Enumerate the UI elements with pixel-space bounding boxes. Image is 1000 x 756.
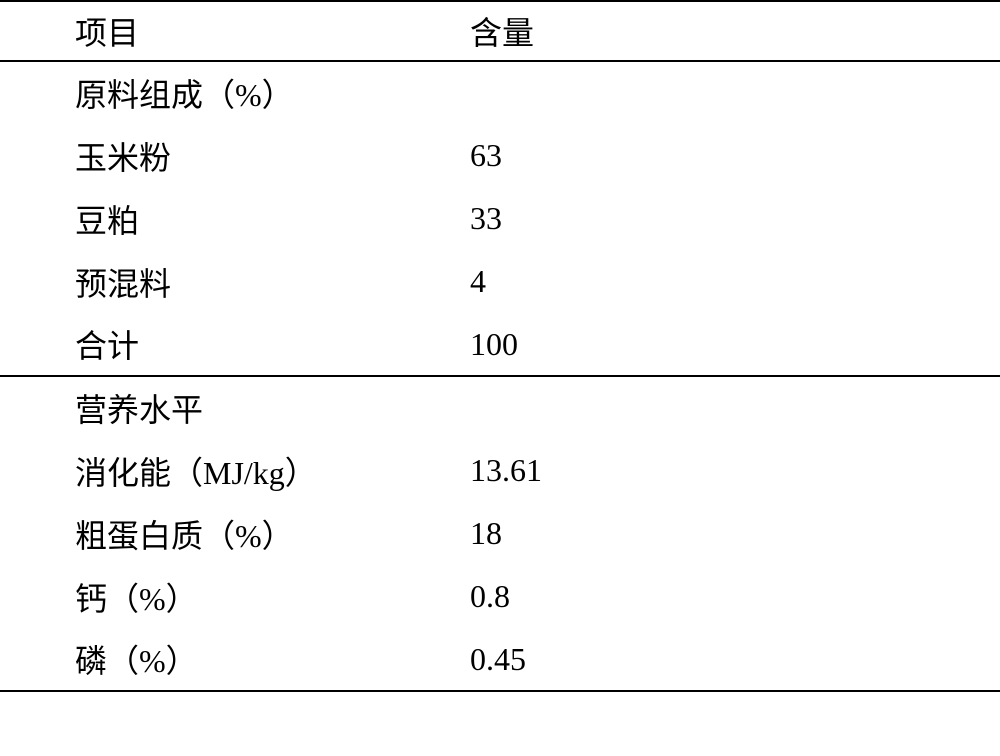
table-row: 消化能（MJ/kg） 13.61 [0,439,1000,502]
empty-cell [470,376,1000,439]
table-row: 粗蛋白质（%） 18 [0,502,1000,565]
column-header-value: 含量 [470,1,1000,61]
row-item: 磷（%） [0,628,470,691]
section-header-row: 营养水平 [0,376,1000,439]
row-value: 100 [470,313,1000,376]
table-container: 项目 含量 原料组成（%） 玉米粉 63 豆粕 33 预混料 4 合计 100 … [0,0,1000,756]
row-value: 0.45 [470,628,1000,691]
table-row: 钙（%） 0.8 [0,565,1000,628]
table-header-row: 项目 含量 [0,1,1000,61]
empty-cell [470,61,1000,124]
table-row: 玉米粉 63 [0,124,1000,187]
row-value: 63 [470,124,1000,187]
row-item: 粗蛋白质（%） [0,502,470,565]
table-row: 豆粕 33 [0,187,1000,250]
row-item: 玉米粉 [0,124,470,187]
section1-header: 原料组成（%） [0,61,470,124]
row-value: 18 [470,502,1000,565]
row-value: 0.8 [470,565,1000,628]
nutrition-table: 项目 含量 原料组成（%） 玉米粉 63 豆粕 33 预混料 4 合计 100 … [0,0,1000,692]
table-row: 合计 100 [0,313,1000,376]
column-header-item: 项目 [0,1,470,61]
row-item: 预混料 [0,250,470,313]
section-header-row: 原料组成（%） [0,61,1000,124]
row-item: 钙（%） [0,565,470,628]
row-item: 合计 [0,313,470,376]
row-item: 豆粕 [0,187,470,250]
section2-header: 营养水平 [0,376,470,439]
row-item: 消化能（MJ/kg） [0,439,470,502]
row-value: 13.61 [470,439,1000,502]
row-value: 4 [470,250,1000,313]
table-row: 磷（%） 0.45 [0,628,1000,691]
row-value: 33 [470,187,1000,250]
table-row: 预混料 4 [0,250,1000,313]
